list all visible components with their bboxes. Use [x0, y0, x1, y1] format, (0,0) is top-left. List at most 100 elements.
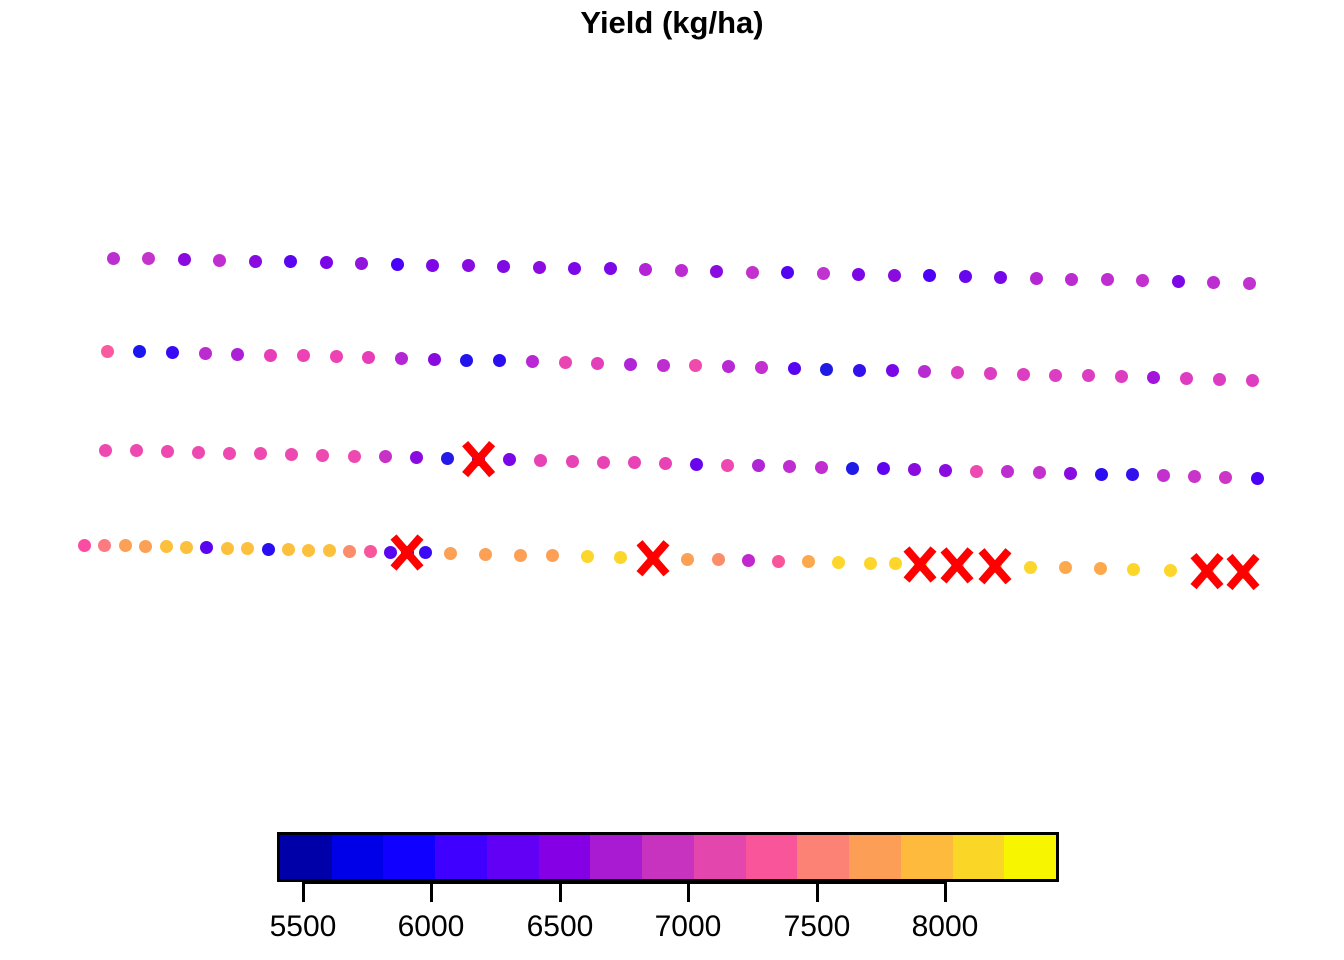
data-point — [627, 456, 641, 470]
colorbar-block — [693, 835, 746, 879]
data-point — [787, 361, 801, 375]
data-point — [639, 263, 652, 277]
data-point — [1157, 469, 1171, 483]
colorbar-block — [280, 835, 332, 879]
data-point — [159, 540, 173, 554]
data-point — [674, 264, 688, 277]
data-point — [1136, 274, 1149, 288]
data-point — [461, 259, 475, 273]
data-point — [690, 457, 704, 471]
data-point — [754, 361, 768, 375]
data-point — [165, 346, 179, 360]
data-point — [254, 447, 268, 461]
data-point — [1147, 371, 1161, 384]
colorbar-block — [1004, 835, 1057, 879]
data-point — [1163, 563, 1177, 577]
data-point — [363, 545, 377, 559]
data-point — [118, 539, 132, 553]
data-point — [347, 449, 361, 463]
data-point — [98, 443, 112, 457]
data-point — [296, 349, 310, 363]
data-point — [918, 365, 932, 379]
data-point — [1114, 370, 1128, 384]
data-point — [378, 450, 392, 464]
data-point — [497, 260, 510, 274]
data-point — [1171, 274, 1185, 288]
data-point — [106, 251, 120, 265]
data-point — [362, 351, 376, 365]
colorbar-block — [745, 835, 798, 879]
data-point — [1219, 470, 1233, 484]
data-point — [1081, 369, 1095, 383]
data-point — [923, 269, 936, 283]
data-point — [513, 548, 527, 562]
axis-tick-label: 7000 — [654, 910, 722, 943]
data-point — [1029, 271, 1043, 285]
data-point — [427, 352, 441, 366]
data-point — [658, 457, 672, 471]
data-point — [983, 366, 997, 380]
data-point — [1245, 373, 1259, 387]
data-point — [261, 542, 275, 556]
data-point — [752, 459, 766, 473]
colorbar-block — [900, 835, 953, 879]
data-point — [301, 543, 315, 557]
data-point — [745, 265, 759, 279]
axis-tick — [558, 882, 562, 902]
colorbar-block — [538, 835, 591, 879]
data-point — [913, 557, 927, 571]
data-point — [1242, 276, 1256, 290]
data-point — [951, 366, 965, 380]
data-point — [801, 555, 815, 569]
data-point — [591, 356, 605, 370]
data-point — [1236, 565, 1250, 579]
colorbar — [277, 832, 1059, 882]
data-point — [284, 255, 297, 269]
axis-tick — [429, 882, 433, 902]
data-point — [1180, 371, 1194, 385]
data-point — [722, 360, 736, 374]
data-point — [400, 546, 414, 560]
colorbar-block — [642, 835, 694, 879]
data-point — [1032, 466, 1046, 480]
data-point — [852, 363, 866, 377]
data-point — [783, 460, 797, 474]
data-point — [603, 262, 617, 276]
data-point — [814, 460, 828, 474]
data-point — [646, 551, 660, 565]
data-point — [198, 346, 212, 360]
data-point — [77, 538, 91, 552]
data-point — [409, 451, 423, 465]
data-point — [852, 267, 865, 281]
data-point — [160, 445, 174, 458]
data-point — [1001, 465, 1015, 479]
data-point — [721, 458, 735, 472]
data-point — [1100, 273, 1114, 287]
data-point — [264, 348, 278, 362]
data-point — [418, 546, 432, 560]
data-point — [133, 345, 147, 359]
data-point — [443, 547, 457, 561]
data-point — [191, 445, 205, 459]
data-point — [939, 463, 953, 477]
data-point — [240, 542, 254, 556]
data-point — [342, 544, 356, 558]
data-point — [142, 252, 155, 266]
data-point — [478, 547, 492, 561]
data-point — [1093, 562, 1107, 576]
data-point — [316, 448, 330, 462]
data-point — [831, 556, 845, 570]
data-point — [472, 452, 486, 466]
data-point — [1058, 561, 1072, 575]
axis-tick — [686, 882, 690, 902]
data-point — [460, 353, 474, 367]
data-point — [1023, 560, 1037, 574]
data-point — [781, 266, 794, 280]
data-point — [177, 253, 191, 267]
data-point — [1212, 372, 1226, 386]
data-point — [355, 256, 368, 270]
data-point — [876, 462, 890, 476]
data-point — [1049, 368, 1063, 382]
